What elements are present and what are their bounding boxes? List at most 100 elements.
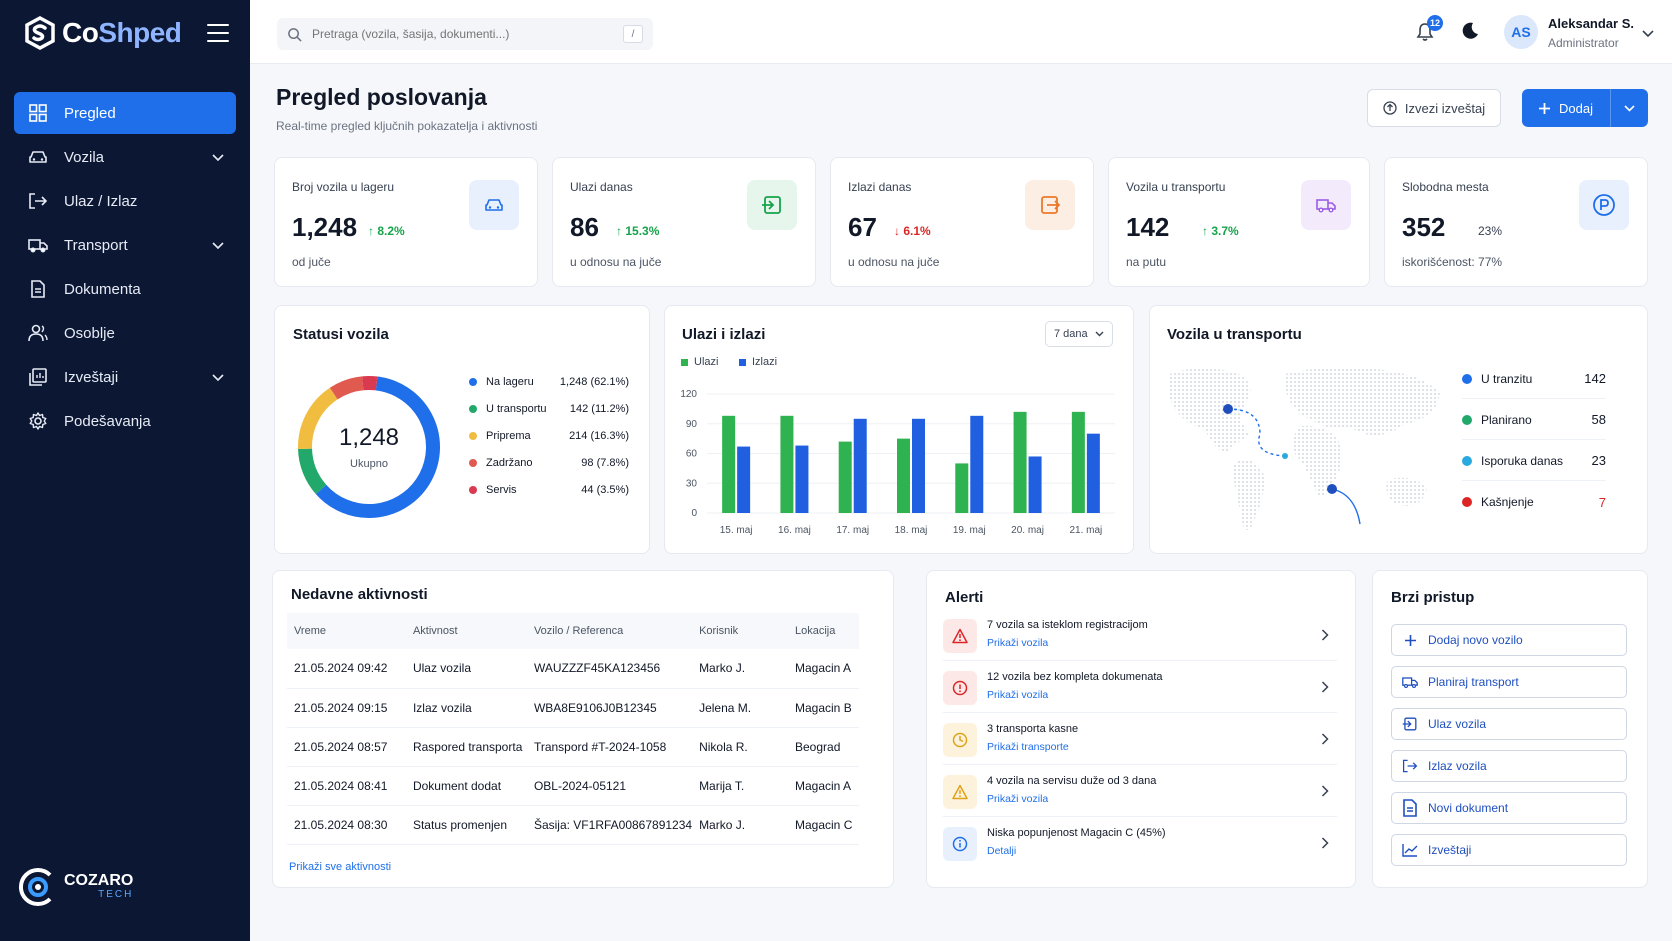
transport-status-label: U tranzitu <box>1481 371 1533 386</box>
table-row[interactable]: 21.05.2024 09:15 Izlaz vozila WBA8E9106J0B… <box>287 688 859 728</box>
theme-toggle-button[interactable] <box>1461 22 1479 43</box>
alert-link[interactable]: Detalji <box>987 845 1017 857</box>
alert-link[interactable]: Prikaži vozila <box>987 793 1049 805</box>
chevron-down-icon[interactable] <box>212 237 224 254</box>
alert-item[interactable]: 7 vozila sa isteklom registracijom Prikaž… <box>943 613 1337 661</box>
legend-dot <box>469 405 477 413</box>
app-logo[interactable]: CoShped <box>24 16 182 50</box>
map-south-america <box>1233 459 1265 530</box>
sidebar-item-label: Osoblje <box>64 324 115 342</box>
chevron-down-icon <box>1095 331 1104 337</box>
status-legend-label: Na lageru <box>486 376 534 388</box>
bar-ulazi <box>1071 411 1085 513</box>
sidebar-item-podešavanja[interactable]: Podešavanja <box>14 400 236 442</box>
table-cell: OBL-2024-05121 <box>526 766 693 806</box>
quick-access-button[interactable]: Novi dokument <box>1391 792 1627 824</box>
alert-link[interactable]: Prikaži vozila <box>987 637 1049 649</box>
table-cell: Marija T. <box>692 766 788 806</box>
donut-slice <box>298 387 338 449</box>
page-title: Pregled poslovanja <box>276 84 487 110</box>
user-menu-chevron-down-icon[interactable] <box>1642 26 1654 41</box>
sidebar-item-osoblje[interactable]: Osoblje <box>14 312 236 354</box>
transport-status-item[interactable]: Kašnjenje 7 <box>1462 482 1606 522</box>
sidebar-item-ulaz-izlaz[interactable]: Ulaz / Izlaz <box>14 180 236 222</box>
chevron-right-icon[interactable] <box>1321 629 1329 644</box>
recent-activities-title: Nedavne aktivnosti <box>291 586 428 603</box>
status-legend-item: U transportu 142 (11.2%) <box>469 401 629 417</box>
table-cell: Nikola R. <box>692 727 788 767</box>
alert-link[interactable]: Prikaži vozila <box>987 689 1049 701</box>
notifications-badge: 12 <box>1427 15 1443 31</box>
transport-status-value: 58 <box>1591 412 1606 427</box>
entries-exits-bar-chart: 0 30 60 90 120 15. maj 16. maj 17. maj 18. maj 19… <box>680 389 1115 536</box>
sidebar-item-pregled[interactable]: Pregled <box>14 92 236 134</box>
chevron-right-icon[interactable] <box>1321 785 1329 800</box>
bar-izlazi <box>853 418 867 513</box>
menu-toggle-icon[interactable] <box>207 24 229 42</box>
add-button[interactable]: Dodaj <box>1522 89 1648 127</box>
add-button-main[interactable]: Dodaj <box>1522 101 1610 116</box>
kpi-footnote: na putu <box>1126 255 1167 269</box>
chevron-right-icon[interactable] <box>1321 837 1329 852</box>
alert-item[interactable]: 4 vozila na servisu duže od 3 dana Prikaž… <box>943 769 1337 817</box>
quick-access-button[interactable]: Izveštaji <box>1391 834 1627 866</box>
x-tick-label: 20. maj <box>1011 525 1044 536</box>
avatar[interactable]: AS <box>1504 15 1538 49</box>
sidebar-nav: Pregled Vozila Ulaz / Izlaz Transport Dokume… <box>14 92 236 444</box>
sidebar-item-dokumenta[interactable]: Dokumenta <box>14 268 236 310</box>
bar-izlazi <box>795 445 809 513</box>
reports-icon <box>28 367 48 387</box>
quick-access-button[interactable]: Planiraj transport <box>1391 666 1627 698</box>
kpi-delta-value: 8.2% <box>377 224 405 238</box>
status-legend-label: Priprema <box>486 430 531 442</box>
sidebar-item-vozila[interactable]: Vozila <box>14 136 236 178</box>
chevron-down-icon[interactable] <box>212 149 224 166</box>
show-all-activities-link[interactable]: Prikaži sve aktivnosti <box>289 861 392 873</box>
plus-icon <box>1402 632 1418 648</box>
transport-status-item[interactable]: Planirano 58 <box>1462 400 1606 440</box>
quick-access-button[interactable]: Izlaz vozila <box>1391 750 1627 782</box>
notifications-button[interactable]: 12 <box>1416 15 1443 45</box>
transport-status-item[interactable]: U tranzitu 142 <box>1462 359 1606 399</box>
transport-status-item[interactable]: Isporuka danas 23 <box>1462 441 1606 481</box>
plus-icon <box>1539 102 1550 114</box>
table-header-cell: Korisnik <box>692 613 788 649</box>
sidebar-item-label: Vozila <box>64 148 105 166</box>
table-cell: Marko J. <box>692 805 788 845</box>
quick-access-button[interactable]: Dodaj novo vozilo <box>1391 624 1627 656</box>
quick-access-button[interactable]: Ulaz vozila <box>1391 708 1627 740</box>
chevron-right-icon[interactable] <box>1321 681 1329 696</box>
sidebar-item-izveštaji[interactable]: Izveštaji <box>14 356 236 398</box>
arrow-up-icon: ↑ <box>1202 224 1212 238</box>
table-row[interactable]: 21.05.2024 08:57 Raspored transporta Trans… <box>287 727 859 767</box>
alert-item[interactable]: Niska popunjenost Magacin C (45%) Detalji <box>943 821 1337 869</box>
chevron-right-icon[interactable] <box>1321 733 1329 748</box>
alert-item[interactable]: 3 transporta kasne Prikaži transporte <box>943 717 1337 765</box>
search-bar[interactable]: / <box>277 18 653 50</box>
sidebar-item-transport[interactable]: Transport <box>14 224 236 266</box>
alert-link[interactable]: Prikaži transporte <box>987 741 1069 753</box>
period-dropdown[interactable]: 7 dana <box>1045 321 1113 347</box>
transport-status-label: Kašnjenje <box>1481 495 1534 509</box>
table-row[interactable]: 21.05.2024 08:30 Status promenjen Šasija: … <box>287 805 859 845</box>
table-row[interactable]: 21.05.2024 09:42 Ulaz vozila WAUZZZF45KA12… <box>287 649 859 689</box>
table-row[interactable]: 21.05.2024 08:41 Dokument dodat OBL-2024-0… <box>287 766 859 806</box>
table-cell: Ulaz vozila <box>405 649 527 689</box>
export-report-button[interactable]: Izvezi izveštaj <box>1367 89 1501 127</box>
kpi-delta: ↑ 3.7% <box>1202 224 1239 238</box>
alert-item[interactable]: 12 vozila bez kompleta dokumenata Prikaži… <box>943 665 1337 713</box>
table-cell: Magacin B <box>788 688 859 728</box>
route-line-2 <box>1331 488 1361 525</box>
kpi-label: Vozila u transportu <box>1126 180 1226 194</box>
kpi-value: 352 <box>1402 212 1446 242</box>
exchange-icon <box>1402 758 1418 774</box>
y-tick-label: 90 <box>686 419 698 430</box>
table-cell: WBA8E9106J0B12345 <box>526 688 693 728</box>
table-cell: 21.05.2024 09:42 <box>287 649 406 689</box>
add-dropdown-toggle[interactable] <box>1610 89 1648 127</box>
truck-icon <box>1301 180 1351 230</box>
table-cell: 21.05.2024 09:15 <box>287 688 406 728</box>
search-input[interactable] <box>312 27 623 41</box>
table-cell: 21.05.2024 08:57 <box>287 727 406 767</box>
chevron-down-icon[interactable] <box>212 369 224 386</box>
